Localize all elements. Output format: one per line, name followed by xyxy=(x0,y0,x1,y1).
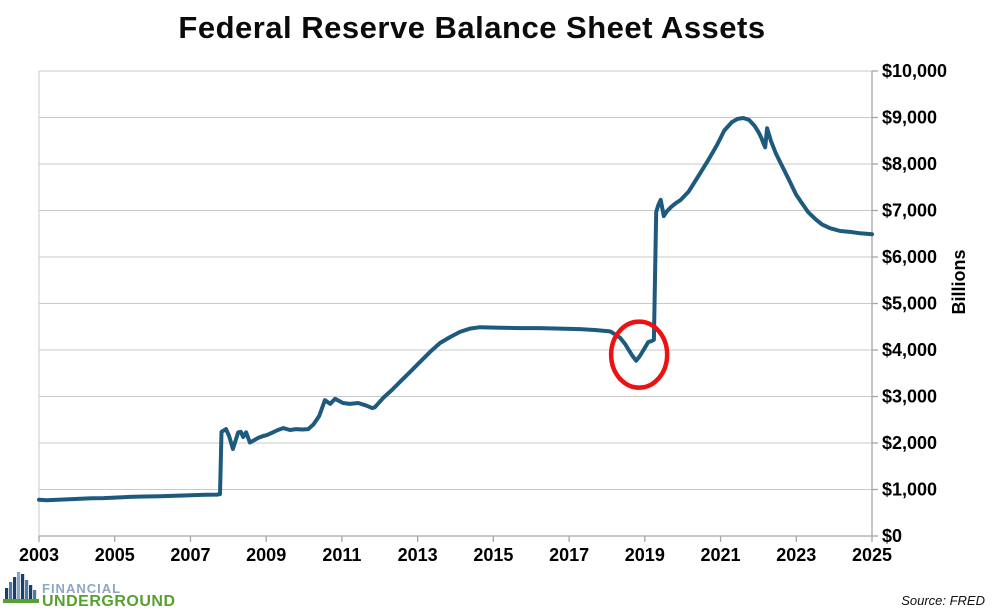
x-axis-label: 2021 xyxy=(701,545,741,565)
logo-bar xyxy=(9,582,13,599)
logo-baseline xyxy=(3,599,39,603)
x-axis-label: 2025 xyxy=(852,545,892,565)
logo-bar xyxy=(5,588,9,599)
logo-bar xyxy=(21,574,25,599)
logo-bar xyxy=(17,572,21,599)
x-axis-label: 2017 xyxy=(549,545,589,565)
logo-bar xyxy=(25,580,29,599)
x-axis-label: 2003 xyxy=(19,545,59,565)
y-axis-label: $1,000 xyxy=(882,480,937,500)
x-axis-label: 2011 xyxy=(322,545,361,565)
x-axis-label: 2023 xyxy=(776,545,816,565)
x-axis-label: 2007 xyxy=(170,545,210,565)
y-axis-label: $6,000 xyxy=(882,247,937,267)
y-axis-label: $10,000 xyxy=(882,61,947,81)
logo-text-financial: FINANCIAL xyxy=(42,581,122,596)
y-axis-label: $7,000 xyxy=(882,201,937,221)
y-axis-label: $3,000 xyxy=(882,387,937,407)
data-series-line xyxy=(37,116,874,503)
logo-text-underground: UNDERGROUND xyxy=(42,593,176,610)
x-axis-label: 2013 xyxy=(398,545,438,565)
logo-bar xyxy=(29,585,33,599)
skyline-bars-icon xyxy=(3,572,39,603)
y-axis-label: $2,000 xyxy=(882,433,937,453)
x-axis-label: 2009 xyxy=(246,545,286,565)
x-axis-label: 2005 xyxy=(95,545,135,565)
source-note: Source: FRED xyxy=(901,593,985,608)
logo-bar xyxy=(33,590,37,599)
chart-title: Federal Reserve Balance Sheet Assets xyxy=(178,10,766,45)
y-axis-label: $9,000 xyxy=(882,108,937,128)
y-axis-label: $5,000 xyxy=(882,294,937,314)
y-axis-title: Billions xyxy=(949,249,969,314)
y-axis-label: $0 xyxy=(882,526,902,546)
x-axis-label: 2019 xyxy=(625,545,665,565)
logo-bar xyxy=(13,577,17,599)
annotation-circle xyxy=(608,319,670,390)
financial-underground-logo: FINANCIAL UNDERGROUND xyxy=(2,572,232,612)
y-axis-label: $4,000 xyxy=(882,340,937,360)
y-axis-label: $8,000 xyxy=(882,154,937,174)
x-axis-label: 2015 xyxy=(473,545,513,565)
